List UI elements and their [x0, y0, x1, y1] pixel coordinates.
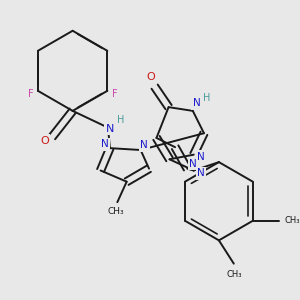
- Text: N: N: [189, 159, 197, 169]
- Text: H: H: [203, 93, 211, 103]
- Text: N: N: [106, 124, 114, 134]
- Text: N: N: [101, 140, 109, 149]
- Text: N: N: [197, 168, 205, 178]
- Text: F: F: [112, 88, 118, 99]
- Text: F: F: [28, 88, 33, 99]
- Text: N: N: [197, 152, 205, 161]
- Text: O: O: [146, 72, 155, 82]
- Text: CH₃: CH₃: [284, 216, 300, 225]
- Text: O: O: [40, 136, 49, 146]
- Text: H: H: [117, 115, 125, 125]
- Text: CH₃: CH₃: [107, 207, 124, 216]
- Text: CH₃: CH₃: [226, 270, 242, 279]
- Text: N: N: [193, 98, 200, 108]
- Text: N: N: [140, 140, 148, 150]
